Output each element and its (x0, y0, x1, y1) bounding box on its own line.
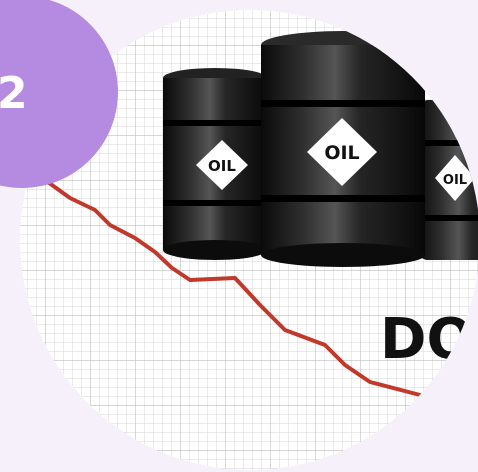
oil-label-left: OIL (208, 157, 236, 175)
oil-label-diamond-right (435, 155, 475, 201)
oil-label-right: OIL (443, 173, 467, 188)
badge-shape (0, 0, 118, 188)
number-badge: 2 (0, 0, 118, 188)
oil-barrel-center: OIL (261, 31, 425, 267)
oil-barrel-left: OIL (163, 68, 267, 260)
oil-label-diamond-center (307, 118, 377, 186)
oil-barrel-right: OIL (418, 100, 478, 260)
falling-trend-line (20, 168, 422, 397)
headline-fragment: DO (380, 307, 474, 372)
badge-number: 2 (0, 68, 28, 119)
oil-label-center: OIL (324, 142, 359, 164)
oil-label-diamond-left (196, 140, 248, 190)
